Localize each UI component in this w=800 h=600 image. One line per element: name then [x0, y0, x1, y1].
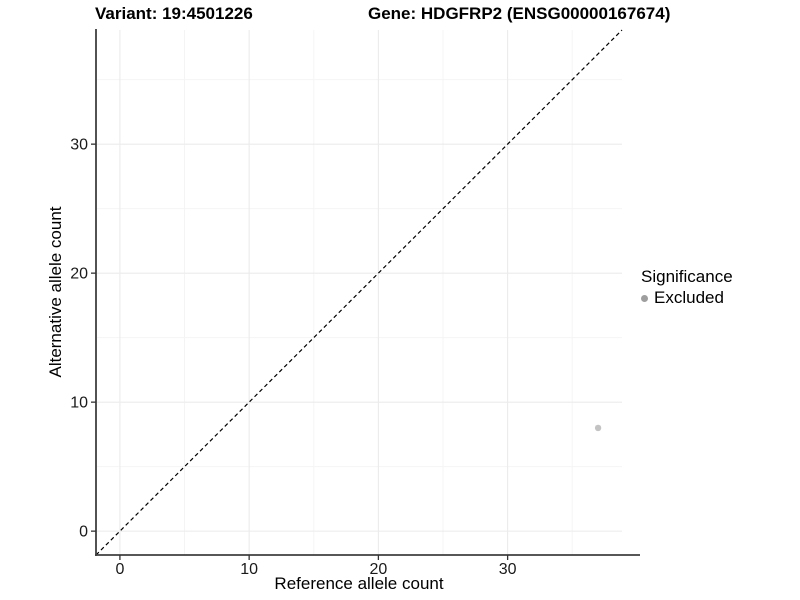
legend-title: Significance	[641, 267, 733, 286]
identity-dashed-line	[95, 29, 623, 556]
plot-title-variant: Variant: 19:4501226	[95, 4, 253, 23]
data-point	[594, 424, 602, 432]
y-tick-label: 0	[79, 524, 88, 541]
y-tick-label: 30	[70, 137, 88, 154]
y-axis-title: Alternative allele count	[46, 206, 65, 378]
legend: Significance Excluded	[641, 267, 733, 308]
x-tick-label: 10	[240, 561, 258, 578]
x-tick-label: 0	[115, 561, 124, 578]
x-axis-title: Reference allele count	[274, 574, 444, 593]
legend-marker-circle-icon	[641, 294, 648, 302]
legend-item-label: Excluded	[654, 288, 724, 307]
y-tick-label: 10	[70, 395, 88, 412]
y-tick-label: 20	[70, 266, 88, 283]
x-tick-label: 20	[369, 561, 387, 578]
legend-item-excluded: Excluded	[641, 288, 733, 308]
x-tick-label: 30	[499, 561, 517, 578]
plot-title-gene: Gene: HDGFRP2 (ENSG00000167674)	[368, 4, 671, 23]
